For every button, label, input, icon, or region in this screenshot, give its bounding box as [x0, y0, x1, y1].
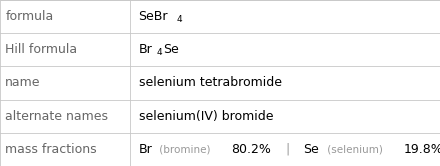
Text: (bromine): (bromine): [156, 144, 214, 154]
Text: 4: 4: [177, 15, 182, 24]
Text: Br: Br: [139, 43, 152, 56]
Text: SeBr: SeBr: [139, 10, 168, 23]
Text: (selenium): (selenium): [323, 144, 386, 154]
Text: |: |: [282, 143, 294, 156]
Text: 80.2%: 80.2%: [231, 143, 271, 156]
Text: Hill formula: Hill formula: [5, 43, 77, 56]
Text: alternate names: alternate names: [5, 110, 108, 123]
Text: name: name: [5, 77, 41, 89]
Text: 4: 4: [156, 48, 162, 57]
Text: selenium(IV) bromide: selenium(IV) bromide: [139, 110, 273, 123]
Text: 19.8%: 19.8%: [404, 143, 440, 156]
Text: formula: formula: [5, 10, 54, 23]
Text: Se: Se: [303, 143, 319, 156]
Text: selenium tetrabromide: selenium tetrabromide: [139, 77, 282, 89]
Text: Se: Se: [164, 43, 180, 56]
Text: mass fractions: mass fractions: [5, 143, 97, 156]
Text: Br: Br: [139, 143, 152, 156]
